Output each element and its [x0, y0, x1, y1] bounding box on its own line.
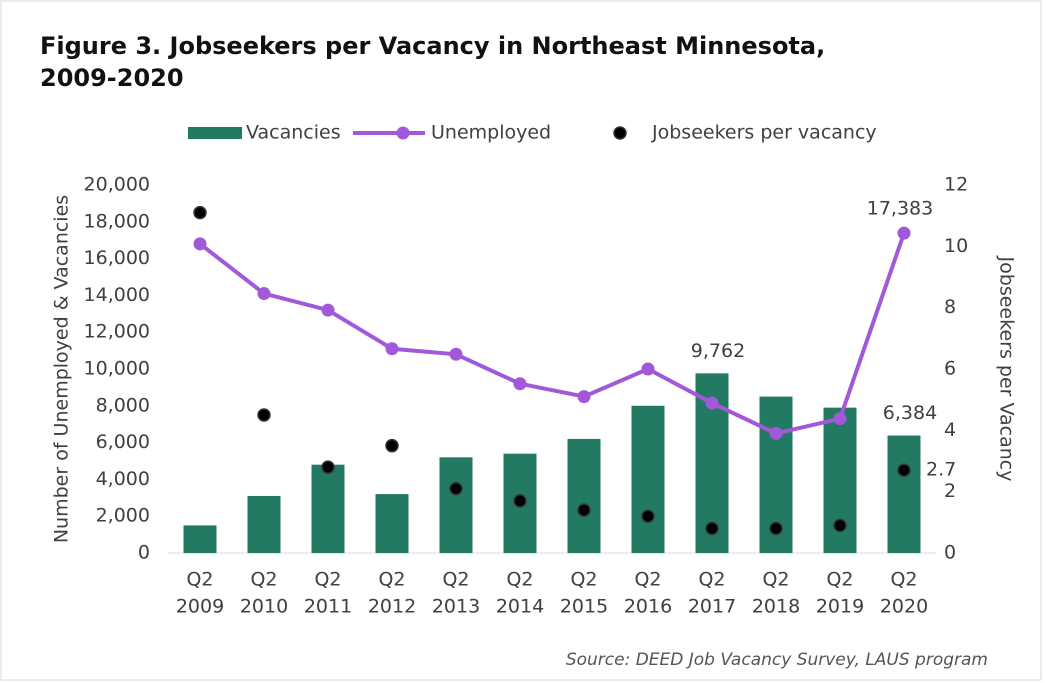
- legend-swatch: [613, 126, 627, 140]
- y-tick-label: 4,000: [96, 468, 150, 490]
- bar: [247, 495, 281, 553]
- bar: [887, 435, 921, 553]
- dot: [193, 205, 207, 220]
- legend-swatch: [188, 127, 242, 139]
- y-axis-title: Number of Unemployed & Vacancies: [51, 195, 73, 543]
- x-tick-label: 2016: [624, 596, 672, 618]
- x-tick-label: Q2: [762, 569, 789, 591]
- line-marker: [769, 426, 783, 440]
- dot: [449, 481, 463, 496]
- x-tick-label: Q2: [314, 569, 341, 591]
- chart-title: 2009-2020: [40, 64, 184, 92]
- data-label: 6,384: [883, 402, 937, 424]
- bar: [183, 525, 217, 553]
- x-tick-label: 2019: [816, 596, 864, 618]
- x-tick-label: Q2: [698, 569, 725, 591]
- x-tick-label: 2010: [240, 596, 288, 618]
- dot: [641, 509, 655, 523]
- x-tick-label: Q2: [442, 569, 469, 591]
- y-tick-label: 2,000: [96, 505, 150, 527]
- x-tick-label: Q2: [634, 569, 661, 591]
- x-tick-label: Q2: [826, 569, 853, 591]
- line-marker: [449, 347, 463, 361]
- bar: [631, 405, 665, 553]
- dot: [385, 438, 399, 453]
- line-marker: [577, 390, 591, 404]
- y-tick-label: 0: [138, 542, 150, 564]
- dot: [897, 463, 911, 477]
- line-marker: [257, 287, 271, 301]
- x-tick-label: 2015: [560, 596, 608, 618]
- y-tick-label: 16,000: [84, 247, 150, 269]
- bar: [311, 464, 345, 553]
- dot: [321, 460, 335, 474]
- bar: [439, 457, 473, 553]
- dot: [257, 408, 271, 422]
- x-tick-label: Q2: [378, 569, 405, 591]
- y2-tick-label: 4: [944, 419, 956, 441]
- y-tick-label: 8,000: [96, 394, 150, 416]
- dot: [833, 518, 847, 533]
- legend-label: Vacancies: [246, 122, 341, 144]
- y2-tick-label: 12: [944, 174, 968, 196]
- x-tick-label: 2013: [432, 596, 480, 618]
- x-tick-label: 2017: [688, 596, 736, 618]
- y-tick-label: 18,000: [84, 210, 150, 232]
- x-tick-label: Q2: [250, 569, 277, 591]
- x-tick-label: Q2: [506, 569, 533, 591]
- line-marker: [833, 412, 847, 426]
- line-marker: [897, 226, 911, 240]
- x-tick-label: Q2: [890, 569, 917, 591]
- bar: [375, 494, 409, 553]
- line-marker: [513, 377, 527, 391]
- x-tick-label: 2009: [176, 596, 224, 618]
- legend-swatch: [396, 126, 410, 140]
- y-tick-label: 20,000: [84, 174, 150, 196]
- x-tick-label: 2012: [368, 596, 416, 618]
- y-tick-label: 10,000: [84, 358, 150, 380]
- y2-tick-label: 10: [944, 235, 968, 257]
- y2-tick-label: 8: [944, 296, 956, 318]
- x-tick-label: 2014: [496, 596, 544, 618]
- y-tick-label: 14,000: [84, 284, 150, 306]
- line-marker: [385, 342, 399, 356]
- y2-tick-label: 2: [944, 480, 956, 502]
- x-tick-label: Q2: [570, 569, 597, 591]
- line-marker: [321, 303, 335, 317]
- legend-label: Jobseekers per vacancy: [651, 122, 877, 144]
- dot: [577, 503, 591, 517]
- x-tick-label: 2020: [880, 596, 928, 618]
- line-marker: [193, 237, 207, 251]
- y-tick-label: 12,000: [84, 321, 150, 343]
- x-tick-label: 2018: [752, 596, 800, 618]
- line: [198, 232, 906, 436]
- legend-label: Unemployed: [431, 122, 551, 144]
- x-tick-label: 2011: [304, 596, 352, 618]
- dot: [513, 494, 527, 508]
- chart-title: Figure 3. Jobseekers per Vacancy in Nort…: [40, 32, 825, 60]
- line-marker: [705, 396, 719, 410]
- data-label: 9,762: [691, 340, 745, 362]
- y2-axis-title: Jobseekers per Vacancy: [996, 256, 1018, 482]
- dot: [705, 521, 719, 536]
- line-marker: [641, 362, 655, 376]
- y2-tick-label: 6: [944, 358, 956, 380]
- data-label: 2.7: [926, 459, 956, 481]
- source: Source: DEED Job Vacancy Survey, LAUS pr…: [566, 650, 988, 670]
- y-tick-label: 6,000: [96, 431, 150, 453]
- data-label: 17,383: [867, 198, 933, 220]
- bar: [567, 438, 601, 553]
- dot: [769, 521, 783, 536]
- y2-tick-label: 0: [944, 542, 956, 564]
- x-tick-label: Q2: [186, 569, 213, 591]
